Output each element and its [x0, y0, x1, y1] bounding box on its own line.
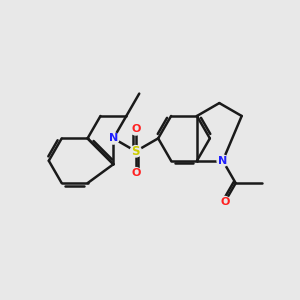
Circle shape: [130, 146, 142, 157]
Circle shape: [108, 133, 119, 144]
Circle shape: [130, 168, 142, 179]
Text: O: O: [131, 168, 140, 178]
Circle shape: [219, 196, 230, 208]
Text: O: O: [220, 197, 230, 207]
Text: S: S: [131, 145, 140, 158]
Circle shape: [217, 155, 229, 166]
Text: O: O: [131, 124, 140, 134]
Text: N: N: [218, 156, 227, 166]
Text: N: N: [109, 134, 118, 143]
Circle shape: [130, 124, 142, 135]
